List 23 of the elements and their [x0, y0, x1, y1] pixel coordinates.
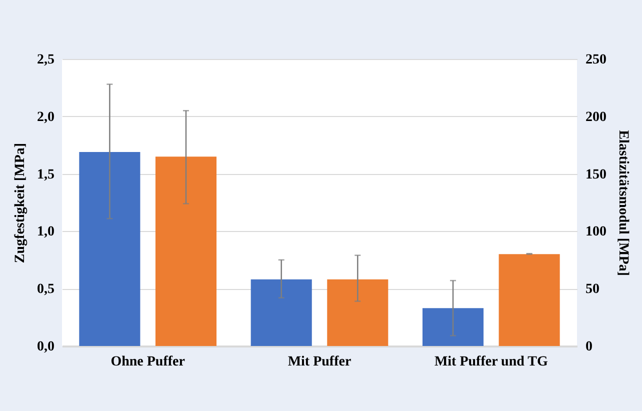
x-tick-label: Mit Puffer [288, 354, 352, 370]
y2-tick-label: 150 [586, 167, 606, 182]
bar [498, 254, 560, 346]
y2-tick-label: 250 [586, 52, 606, 68]
bar [155, 156, 216, 346]
bar [327, 279, 388, 346]
y2-tick-label: 100 [586, 224, 606, 240]
x-tick-label: Mit Puffer und TG [434, 354, 548, 370]
y2-tick-label: 200 [586, 110, 606, 125]
y-tick-label: 2,5 [37, 52, 54, 68]
y-tick-label: 0,0 [37, 340, 54, 354]
y-tick-label: 1,5 [37, 167, 54, 182]
y-tick-label: 1,0 [37, 224, 54, 240]
y2-tick-label: 50 [586, 282, 600, 298]
bar [79, 152, 140, 346]
y-tick-label: 0,5 [37, 282, 54, 298]
bar [250, 279, 312, 346]
bar [422, 308, 484, 346]
y2-axis-title: Elastizitätsmodul [MPa] [616, 130, 630, 276]
y2-tick-label: 0 [586, 340, 592, 354]
y-tick-label: 2,0 [37, 110, 54, 125]
x-tick-label: Ohne Puffer [110, 354, 185, 370]
y-axis-title: Zugfestigkeit [MPa] [13, 142, 28, 264]
